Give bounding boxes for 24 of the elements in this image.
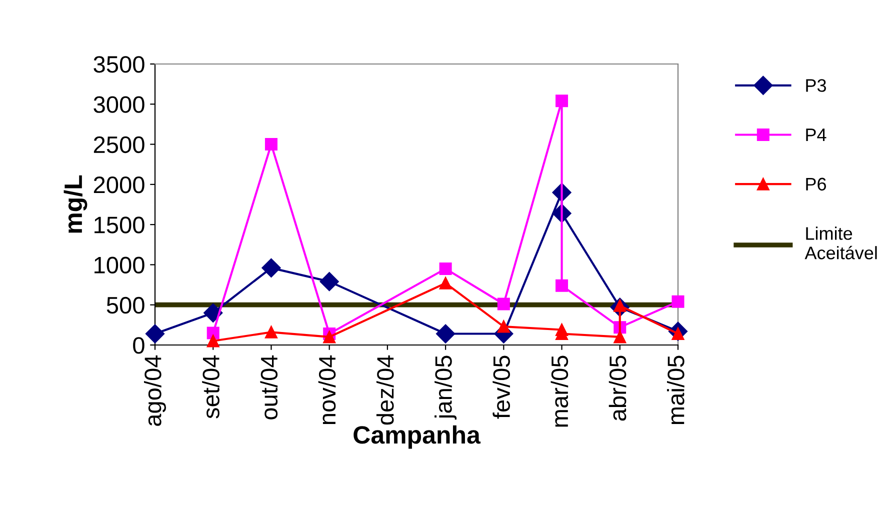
y-tick-label: 3000: [94, 96, 144, 113]
y-axis-title: mg/L: [64, 175, 88, 233]
x-tick-label: dez/04: [376, 355, 394, 425]
y-tick-label: 500: [106, 296, 144, 314]
legend-label: P6: [806, 178, 826, 191]
x-tick-label: nov/04: [318, 355, 336, 424]
x-tick-label: abr/05: [608, 356, 626, 421]
y-tick-label: 1500: [94, 216, 144, 234]
x-tick-label: fev/05: [492, 356, 510, 419]
x-tick-label: set/04: [202, 355, 220, 418]
y-tick-label: 0: [133, 337, 144, 354]
legend-label: Limite Aceitável: [804, 226, 877, 260]
y-tick-label: 2000: [94, 176, 144, 194]
y-tick-label: 2500: [94, 136, 144, 154]
x-tick-label: ago/04: [144, 355, 166, 426]
y-tick-label: 3500: [94, 56, 144, 73]
x-tick-label: out/04: [260, 355, 278, 420]
y-tick-label: 1000: [94, 256, 144, 274]
x-axis-title: Campanha: [354, 425, 481, 449]
legend-label: P4: [806, 128, 826, 142]
x-tick-label: mai/05: [666, 356, 684, 424]
legend-label: P3: [806, 79, 826, 92]
x-tick-label: mar/05: [550, 356, 568, 427]
x-tick-label: jan/05: [434, 356, 457, 420]
